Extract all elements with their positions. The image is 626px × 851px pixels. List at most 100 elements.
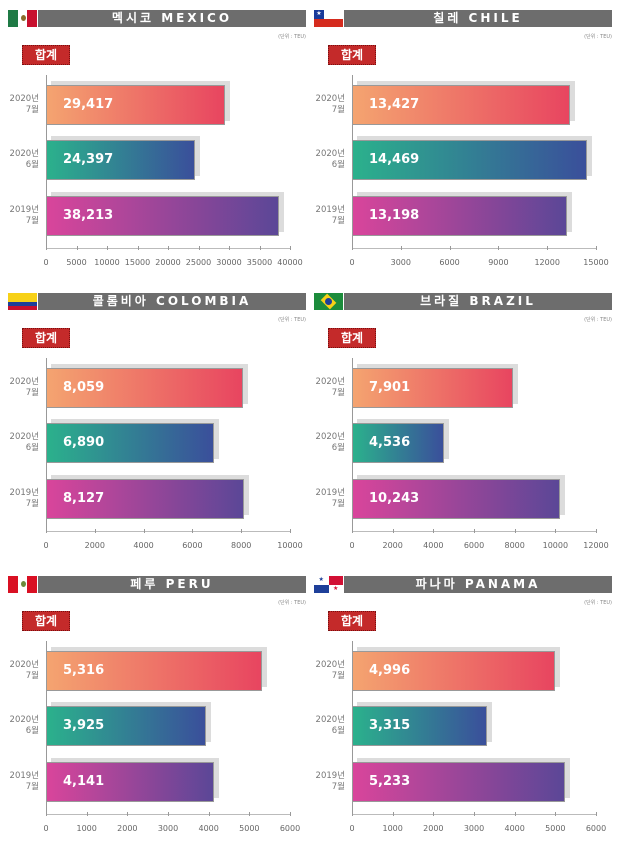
category-label: 2019년 7월 xyxy=(9,771,39,792)
unit-label: (단위 : TEU) xyxy=(584,317,612,323)
category-label: 2020년 7월 xyxy=(315,660,345,681)
tick-label: 20000 xyxy=(155,258,181,267)
unit-label: (단위 : TEU) xyxy=(278,317,306,323)
tick-label: 1000 xyxy=(76,824,97,833)
data-label: 7,901 xyxy=(369,380,411,395)
data-label: 3,315 xyxy=(369,718,411,733)
total-badge: 합계 xyxy=(328,328,376,348)
category-label: 2019년 7월 xyxy=(9,205,39,226)
bar: 13,427 xyxy=(352,85,571,125)
data-label: 10,243 xyxy=(369,491,420,506)
bar: 4,536 xyxy=(352,423,445,463)
category-label: 2020년 7월 xyxy=(9,94,39,115)
tick-label: 30000 xyxy=(216,258,242,267)
data-label: 6,890 xyxy=(63,435,105,450)
tick-mark xyxy=(498,246,500,250)
tick-mark xyxy=(290,529,291,533)
tick-mark xyxy=(192,529,194,533)
tick-mark xyxy=(290,246,291,250)
chile-flag-icon: ★ xyxy=(314,10,343,27)
category-label: 2019년 7월 xyxy=(315,205,345,226)
data-label: 5,316 xyxy=(63,663,105,678)
data-label: 8,127 xyxy=(63,491,105,506)
total-badge: 합계 xyxy=(22,328,70,348)
unit-label: (단위 : TEU) xyxy=(584,34,612,40)
tick-mark xyxy=(400,246,402,250)
bar: 5,316 xyxy=(46,651,263,691)
chart-panel: ★ ★ 파나마 PANAMA (단위 : TEU) 합계 2020년 7월 4,99… xyxy=(314,576,612,851)
tick-mark xyxy=(94,529,96,533)
tick-mark xyxy=(198,246,200,250)
tick-label: 6000 xyxy=(439,258,460,267)
tick-mark xyxy=(352,529,353,533)
data-label: 4,536 xyxy=(369,435,411,450)
tick-label: 8000 xyxy=(504,541,525,550)
category-label: 2020년 6월 xyxy=(9,432,39,453)
data-label: 24,397 xyxy=(63,152,114,167)
tick-label: 12000 xyxy=(583,541,609,550)
category-label: 2020년 7월 xyxy=(9,660,39,681)
bar: 29,417 xyxy=(46,85,226,125)
unit-label: (단위 : TEU) xyxy=(584,600,612,606)
category-label: 2020년 7월 xyxy=(9,377,39,398)
tick-label: 10000 xyxy=(542,541,569,550)
tick-mark xyxy=(46,529,47,533)
bar: 38,213 xyxy=(46,196,280,236)
bar: 24,397 xyxy=(46,140,195,180)
bar: 3,315 xyxy=(352,706,487,746)
tick-mark xyxy=(433,529,435,533)
x-axis xyxy=(46,531,290,532)
unit-label: (단위 : TEU) xyxy=(278,600,306,606)
bar: 4,141 xyxy=(46,762,215,802)
chart-title: 콜롬비아 COLOMBIA xyxy=(38,293,306,310)
data-label: 5,233 xyxy=(369,774,411,789)
data-label: 4,141 xyxy=(63,774,105,789)
tick-mark xyxy=(514,812,516,816)
tick-mark xyxy=(229,246,230,250)
tick-mark xyxy=(290,812,291,816)
tick-label: 4000 xyxy=(423,541,444,550)
tick-label: 0 xyxy=(349,824,355,833)
tick-mark xyxy=(249,812,251,816)
tick-label: 2000 xyxy=(84,541,105,550)
category-label: 2019년 7월 xyxy=(9,488,39,509)
tick-label: 2000 xyxy=(117,824,138,833)
x-axis xyxy=(352,248,596,249)
tick-label: 10000 xyxy=(94,258,120,267)
bar: 5,233 xyxy=(352,762,565,802)
category-label: 2020년 6월 xyxy=(9,715,39,736)
bar: 14,469 xyxy=(352,140,588,180)
tick-label: 0 xyxy=(43,258,49,267)
tick-mark xyxy=(596,529,597,533)
brazil-flag-icon xyxy=(314,293,343,310)
tick-mark xyxy=(474,529,475,533)
tick-label: 0 xyxy=(43,824,49,833)
tick-mark xyxy=(596,812,597,816)
chart-title: 파나마 PANAMA xyxy=(344,576,612,593)
chart-title: 칠레 CHILE xyxy=(344,10,612,27)
total-badge: 합계 xyxy=(328,611,376,631)
chart-panel: ★ 칠레 CHILE (단위 : TEU) 합계 2020년 7월 13,427 2… xyxy=(314,10,612,285)
tick-label: 6000 xyxy=(585,824,607,833)
tick-mark xyxy=(46,246,47,250)
data-label: 29,417 xyxy=(63,97,114,112)
tick-mark xyxy=(143,529,145,533)
data-label: 13,198 xyxy=(369,208,420,223)
bar: 7,901 xyxy=(352,368,513,408)
tick-mark xyxy=(86,812,88,816)
tick-label: 9000 xyxy=(488,258,509,267)
bar: 8,059 xyxy=(46,368,243,408)
tick-label: 0 xyxy=(349,258,355,267)
tick-mark xyxy=(392,529,394,533)
bar: 8,127 xyxy=(46,479,245,519)
panama-flag-icon: ★ ★ xyxy=(314,576,343,593)
tick-mark xyxy=(137,246,139,250)
category-label: 2020년 6월 xyxy=(315,149,345,170)
tick-label: 8000 xyxy=(231,541,252,550)
data-label: 4,996 xyxy=(369,663,411,678)
tick-label: 35000 xyxy=(246,258,273,267)
tick-label: 15000 xyxy=(583,258,609,267)
data-label: 8,059 xyxy=(63,380,105,395)
chart-panel: 브라질 BRAZIL (단위 : TEU) 합계 2020년 7월 7,901 20… xyxy=(314,293,612,568)
tick-label: 25000 xyxy=(185,258,212,267)
